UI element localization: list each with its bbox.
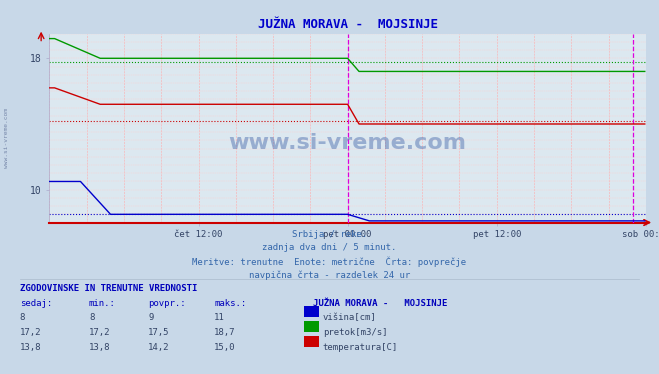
Text: www.si-vreme.com: www.si-vreme.com (4, 108, 9, 168)
Text: 13,8: 13,8 (20, 343, 42, 352)
Text: 9: 9 (148, 313, 154, 322)
Text: 15,0: 15,0 (214, 343, 236, 352)
Text: ZGODOVINSKE IN TRENUTNE VREDNOSTI: ZGODOVINSKE IN TRENUTNE VREDNOSTI (20, 284, 197, 293)
Text: Srbija / reke.: Srbija / reke. (292, 230, 367, 239)
Text: zadnja dva dni / 5 minut.: zadnja dva dni / 5 minut. (262, 243, 397, 252)
Text: temperatura[C]: temperatura[C] (323, 343, 398, 352)
Text: 8: 8 (89, 313, 94, 322)
Title: JUŽNA MORAVA -  MOJSINJE: JUŽNA MORAVA - MOJSINJE (258, 18, 438, 31)
Text: Meritve: trenutne  Enote: metrične  Črta: povprečje: Meritve: trenutne Enote: metrične Črta: … (192, 256, 467, 267)
Text: višina[cm]: višina[cm] (323, 313, 377, 322)
Text: www.si-vreme.com: www.si-vreme.com (229, 133, 467, 153)
Text: 18,7: 18,7 (214, 328, 236, 337)
Text: sedaj:: sedaj: (20, 299, 52, 308)
Text: navpična črta - razdelek 24 ur: navpična črta - razdelek 24 ur (249, 270, 410, 279)
Text: 11: 11 (214, 313, 225, 322)
Text: JUŽNA MORAVA -   MOJSINJE: JUŽNA MORAVA - MOJSINJE (313, 299, 447, 308)
Text: 14,2: 14,2 (148, 343, 170, 352)
Text: povpr.:: povpr.: (148, 299, 186, 308)
Text: pretok[m3/s]: pretok[m3/s] (323, 328, 387, 337)
Text: 17,2: 17,2 (89, 328, 111, 337)
Text: 17,2: 17,2 (20, 328, 42, 337)
Text: min.:: min.: (89, 299, 116, 308)
Text: 8: 8 (20, 313, 25, 322)
Text: 17,5: 17,5 (148, 328, 170, 337)
Text: maks.:: maks.: (214, 299, 246, 308)
Text: 13,8: 13,8 (89, 343, 111, 352)
